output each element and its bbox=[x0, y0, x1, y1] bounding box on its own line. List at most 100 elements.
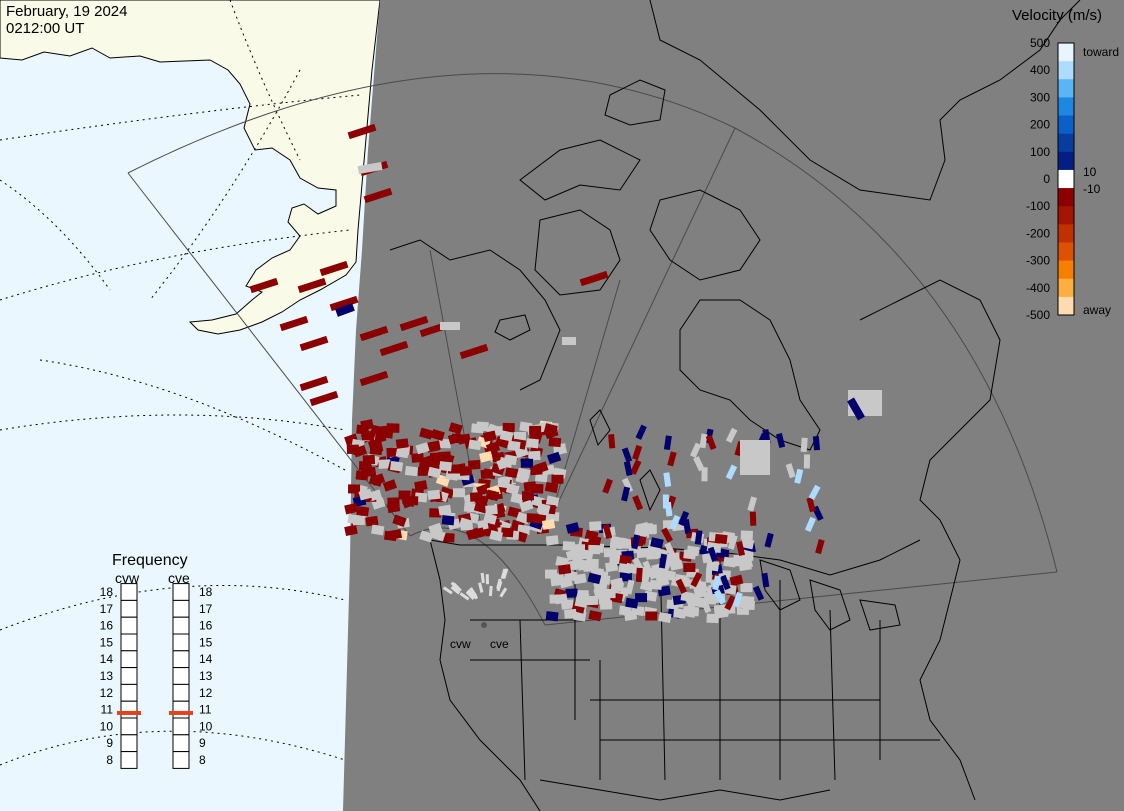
frequency-tick-label: 15 bbox=[199, 635, 213, 649]
frequency-tick-label: 16 bbox=[100, 619, 114, 633]
scatter-cell bbox=[625, 579, 635, 595]
frequency-cell bbox=[120, 751, 138, 769]
scatter-cell bbox=[459, 343, 489, 360]
frequency-tick-label: 10 bbox=[100, 719, 114, 733]
scatter-cell bbox=[619, 572, 632, 582]
scatter-cell bbox=[386, 447, 399, 458]
scatter-cell bbox=[775, 433, 786, 449]
colorbar-tick-label: 200 bbox=[1030, 118, 1050, 132]
scatter-cell bbox=[623, 461, 633, 476]
scatter-cells bbox=[249, 123, 882, 624]
scatter-cell bbox=[358, 488, 373, 501]
frequency-cell bbox=[120, 583, 138, 601]
scatter-cell bbox=[658, 553, 668, 569]
scatter-cell bbox=[543, 423, 558, 435]
frequency-cell bbox=[120, 650, 138, 669]
scatter-cell bbox=[347, 123, 377, 140]
frequency-cell bbox=[172, 717, 190, 736]
frequency-tick-label: 10 bbox=[199, 719, 213, 733]
scatter-cell bbox=[705, 568, 713, 583]
scatter-cell bbox=[299, 375, 329, 392]
frequency-cell bbox=[120, 717, 138, 736]
frequency-tick-label: 16 bbox=[199, 619, 213, 633]
scatter-cell bbox=[610, 577, 624, 590]
scatter-cell bbox=[707, 546, 718, 562]
scatter-cell bbox=[395, 447, 410, 459]
scatter-cell bbox=[690, 442, 702, 458]
scatter-cell bbox=[421, 454, 436, 468]
scatter-cell bbox=[414, 480, 428, 492]
frequency-cell bbox=[120, 700, 138, 719]
scatter-cell bbox=[499, 587, 508, 598]
colorbar-swatch bbox=[1058, 79, 1074, 98]
scatter-cell bbox=[388, 528, 403, 541]
freq-radar-cve: cve bbox=[168, 570, 190, 586]
scatter-cell bbox=[740, 583, 753, 593]
scatter-cell bbox=[450, 585, 461, 595]
scatter-cell bbox=[619, 554, 633, 566]
scatter-cell bbox=[764, 532, 774, 548]
scatter-cell bbox=[562, 337, 576, 345]
frequency-tick-label: 9 bbox=[106, 736, 113, 750]
scatter-cell bbox=[632, 444, 643, 461]
scatter-cell bbox=[714, 589, 726, 605]
scatter-cell bbox=[589, 521, 602, 531]
scatter-cell bbox=[729, 574, 744, 587]
scatter-cell bbox=[635, 593, 648, 603]
scatter-cell bbox=[465, 590, 475, 600]
colorbar-swatch bbox=[1058, 296, 1074, 316]
colorbar-tick-label: 500 bbox=[1030, 36, 1050, 50]
frequency-cell bbox=[172, 616, 190, 635]
scatter-cell bbox=[812, 435, 821, 451]
scatter-cell bbox=[279, 315, 309, 332]
frequency-cell bbox=[172, 599, 190, 618]
frequency-tick-label: 13 bbox=[199, 669, 213, 683]
scatter-cell bbox=[463, 502, 477, 513]
scatter-cell bbox=[740, 440, 770, 475]
scatter-cell bbox=[459, 592, 470, 601]
scatter-cell bbox=[438, 439, 451, 449]
scatter-cell bbox=[452, 488, 466, 498]
scatter-cell bbox=[564, 608, 577, 619]
colorbar-tick-label: -100 bbox=[1026, 199, 1050, 213]
colorbar-frame bbox=[1057, 42, 1075, 316]
frequency-tick-label: 14 bbox=[100, 652, 114, 666]
scatter-cell bbox=[392, 514, 407, 527]
colorbar-swatch bbox=[1058, 61, 1074, 80]
scatter-cell bbox=[669, 514, 681, 531]
scatter-cell bbox=[427, 466, 442, 479]
scatter-cell bbox=[664, 501, 673, 517]
scatter-cell bbox=[431, 529, 446, 542]
radar-label-cvw: cvw bbox=[450, 637, 471, 651]
time-label: 0212:00 UT bbox=[6, 20, 84, 37]
scatter-cell bbox=[496, 580, 503, 592]
scatter-cell bbox=[649, 579, 663, 591]
colorbar-tick-label: 300 bbox=[1030, 90, 1050, 104]
scatter-cell bbox=[737, 555, 751, 567]
scatter-cell bbox=[513, 432, 526, 442]
scatter-cell bbox=[736, 541, 746, 557]
colorbar-tick-label: 100 bbox=[1030, 145, 1050, 159]
scatter-cell bbox=[387, 497, 400, 507]
scatter-cell bbox=[663, 472, 672, 487]
scatter-cell bbox=[727, 534, 738, 550]
scatter-cell bbox=[398, 490, 411, 500]
scatter-cell bbox=[378, 459, 391, 469]
colorbar-swatch bbox=[1058, 97, 1074, 117]
frequency-tick-label: 8 bbox=[106, 753, 113, 767]
frequency-tick-label: 14 bbox=[199, 652, 213, 666]
colorbar-tick-label: -300 bbox=[1026, 254, 1050, 268]
scatter-cell bbox=[480, 469, 494, 480]
scatter-cell bbox=[740, 538, 755, 550]
scatter-cell bbox=[847, 397, 865, 421]
scatter-cell bbox=[439, 461, 453, 472]
colorbar-tick-label: 0 bbox=[1043, 172, 1050, 186]
frequency-title: Frequency bbox=[112, 552, 188, 569]
scatter-cell bbox=[419, 530, 434, 543]
frequency-cell bbox=[172, 633, 190, 652]
frequency-panel: Frequency cvw cve 1817161514131211109818… bbox=[100, 552, 213, 769]
scatter-cell bbox=[344, 524, 358, 537]
scatter-cell bbox=[806, 497, 816, 513]
frequency-cell bbox=[172, 650, 190, 669]
